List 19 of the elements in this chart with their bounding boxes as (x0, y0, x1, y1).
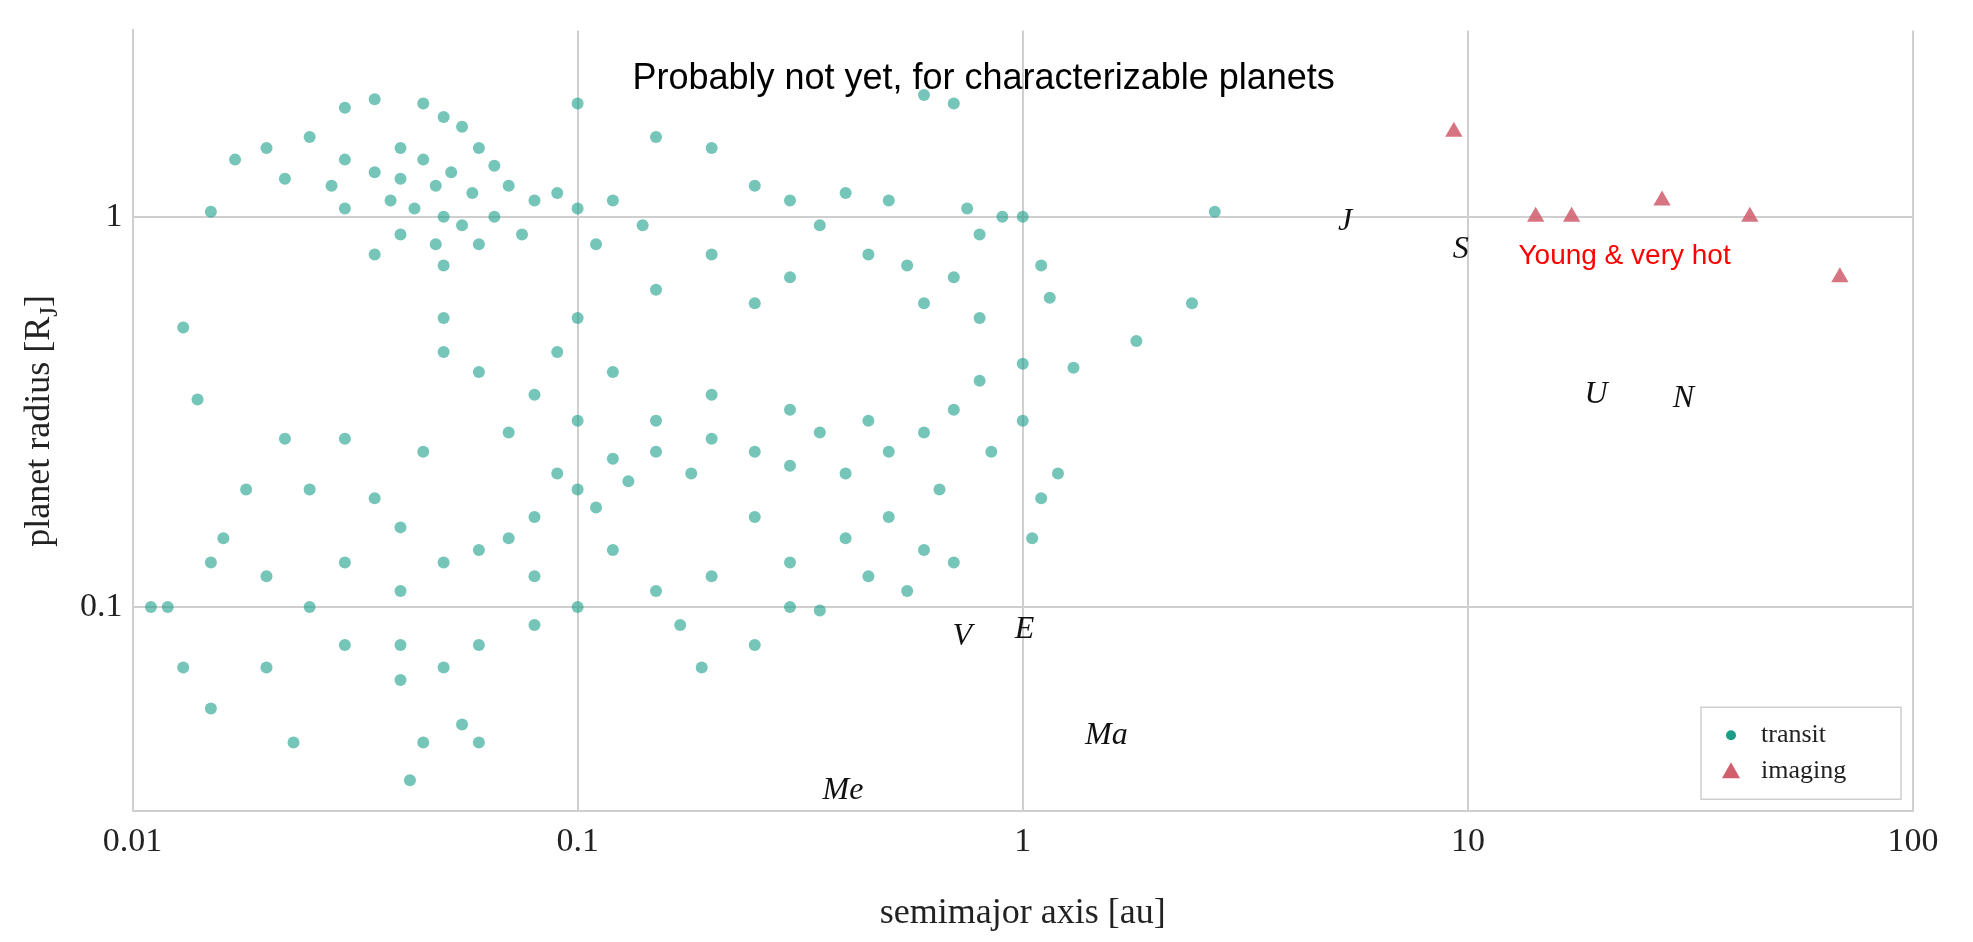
annotation: N (1671, 378, 1696, 415)
x-axis-title: semimajor axis [au] (879, 891, 1166, 932)
annotation: S (1452, 229, 1469, 266)
y-axis-title: planet radius [RJ] (17, 294, 63, 547)
x-tick-label: 1 (1014, 820, 1032, 858)
x-tick-label: 0.01 (102, 820, 163, 858)
annotation: E (1013, 608, 1035, 645)
x-tick-label: 100 (1887, 820, 1939, 858)
x-tick-label: 0.1 (556, 820, 599, 858)
legend-label: imaging (1761, 755, 1847, 785)
annotation: J (1337, 201, 1354, 238)
legend-label: transit (1761, 719, 1827, 749)
annotation: Young & very hot (1518, 238, 1731, 270)
x-tick-label: 10 (1450, 820, 1485, 858)
annotation: Ma (1084, 714, 1128, 751)
annotation: U (1584, 373, 1610, 410)
annotation: V (952, 615, 976, 652)
annotation: Probably not yet, for characterizable planets (632, 55, 1335, 97)
annotation: Me (821, 770, 864, 807)
